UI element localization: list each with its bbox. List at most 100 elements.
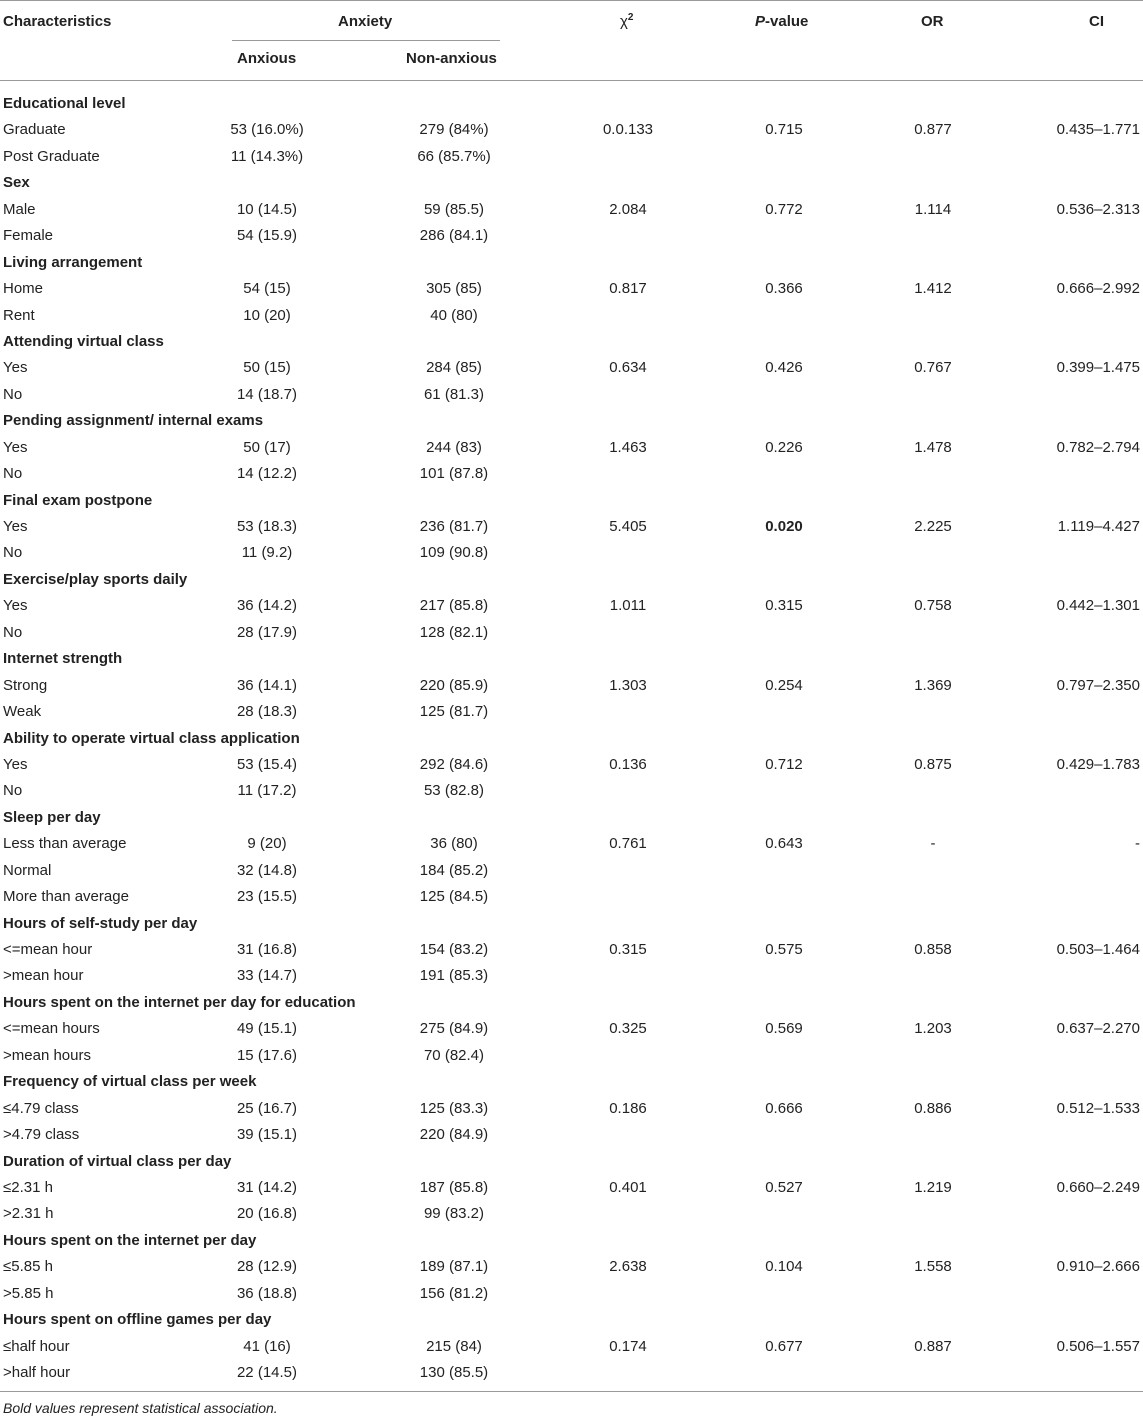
cell-anxious: 23 (15.5) bbox=[236, 888, 298, 906]
cell-p: 0.366 bbox=[765, 280, 803, 298]
table-row: No 11 (9.2) 109 (90.8) bbox=[0, 540, 1143, 566]
cell-ci: 0.660–2.249 bbox=[1056, 1178, 1140, 1196]
table-row: No 11 (17.2) 53 (82.8) bbox=[0, 778, 1143, 804]
cell-chi2: 0.186 bbox=[609, 1099, 647, 1117]
cell-label: Strong bbox=[3, 676, 48, 694]
cell-ci: 0.429–1.783 bbox=[1056, 755, 1140, 773]
cell-ci: 0.503–1.464 bbox=[1056, 941, 1140, 958]
cell-non-anxious: 125 (81.7) bbox=[419, 703, 489, 721]
group-heading-row: Internet strength bbox=[0, 646, 1143, 672]
cell-anxious: 53 (15.4) bbox=[236, 755, 298, 773]
group-heading-row: Ability to operate virtual class applica… bbox=[0, 726, 1143, 752]
cell-non-anxious: 184 (85.2) bbox=[419, 861, 489, 879]
group-title: Hours of self-study per day bbox=[3, 914, 198, 932]
cell-label: Post Graduate bbox=[3, 147, 100, 165]
cell-ci: 0.797–2.350 bbox=[1056, 676, 1140, 694]
cell-non-anxious: 36 (80) bbox=[430, 835, 478, 853]
cell-non-anxious: 101 (87.8) bbox=[419, 465, 489, 483]
cell-anxious: 49 (15.1) bbox=[236, 1020, 298, 1038]
group-title: Frequency of virtual class per week bbox=[3, 1073, 257, 1091]
chi-symbol: χ bbox=[620, 13, 628, 30]
cell-p: 0.527 bbox=[765, 1178, 803, 1196]
table-row: Less than average 9 (20) 36 (80) 0.761 0.643… bbox=[0, 831, 1143, 857]
cell-anxious: 14 (18.7) bbox=[236, 385, 298, 403]
cell-or: 0.875 bbox=[914, 755, 952, 773]
cell-ci: 0.399–1.475 bbox=[1056, 359, 1140, 377]
cell-non-anxious: 53 (82.8) bbox=[423, 782, 485, 800]
cell-p: 0.643 bbox=[765, 835, 803, 853]
table-row: More than average 23 (15.5) 125 (84.5) bbox=[0, 884, 1143, 910]
group-title: Sex bbox=[3, 174, 30, 192]
cell-label: ≤half hour bbox=[3, 1337, 70, 1355]
table-row: Yes 53 (15.4) 292 (84.6) 0.136 0.712 0.875 0.4… bbox=[0, 752, 1143, 778]
cell-anxious: 54 (15.9) bbox=[236, 227, 298, 245]
cell-chi2: 0.0.133 bbox=[602, 121, 654, 139]
cell-non-anxious: 244 (83) bbox=[426, 438, 482, 456]
cell-ci: 0.506–1.557 bbox=[1056, 1337, 1140, 1355]
table-footnote: Bold values represent statistical associ… bbox=[3, 1400, 278, 1416]
cell-label: ≤4.79 class bbox=[3, 1099, 79, 1117]
cell-non-anxious: 220 (85.9) bbox=[419, 676, 489, 694]
cell-chi2: 2.638 bbox=[609, 1258, 647, 1276]
table-body: Educational level Graduate 53 (16.0%) 279 (… bbox=[0, 91, 1143, 1386]
cell-label: Yes bbox=[3, 597, 28, 615]
table-row: Yes 50 (15) 284 (85) 0.634 0.426 0.767 0.399–1… bbox=[0, 355, 1143, 381]
group-title: Hours spent on offline games per day bbox=[3, 1311, 272, 1329]
table-row: ≤4.79 class 25 (16.7) 125 (83.3) 0.186 0.666… bbox=[0, 1096, 1143, 1122]
cell-label: No bbox=[3, 782, 23, 800]
cell-or: 0.858 bbox=[914, 941, 952, 958]
cell-chi2: 0.174 bbox=[609, 1337, 647, 1355]
cell-anxious: 50 (17) bbox=[243, 438, 291, 456]
cell-non-anxious: 279 (84%) bbox=[419, 121, 489, 139]
group-heading-row: Hours spent on offline games per day bbox=[0, 1307, 1143, 1333]
cell-label: <=mean hour bbox=[3, 941, 93, 958]
table-row: Home 54 (15) 305 (85) 0.817 0.366 1.412 0.666–… bbox=[0, 276, 1143, 302]
cell-or: 0.886 bbox=[914, 1099, 952, 1117]
cell-anxious: 54 (15) bbox=[243, 280, 291, 298]
group-title: Sleep per day bbox=[3, 808, 101, 826]
cell-chi2: 2.084 bbox=[609, 200, 647, 218]
cell-non-anxious: 292 (84.6) bbox=[419, 755, 489, 773]
cell-anxious: 11 (14.3%) bbox=[230, 147, 304, 165]
cell-label: Yes bbox=[3, 755, 28, 773]
table-row: Yes 36 (14.2) 217 (85.8) 1.011 0.315 0.758 0.4… bbox=[0, 593, 1143, 619]
cell-or: 1.369 bbox=[914, 676, 952, 694]
cell-anxious: 28 (18.3) bbox=[236, 703, 298, 721]
cell-anxious: 31 (16.8) bbox=[236, 941, 298, 958]
header-anxious: Anxious bbox=[237, 50, 297, 67]
group-heading-row: Hours spent on the internet per day for … bbox=[0, 990, 1143, 1016]
cell-label: >half hour bbox=[3, 1364, 71, 1381]
cell-p: 0.712 bbox=[765, 755, 803, 773]
cell-chi2: 0.761 bbox=[609, 835, 647, 853]
cell-anxious: 32 (14.8) bbox=[236, 861, 298, 879]
anxiety-span-rule bbox=[232, 40, 500, 41]
cell-non-anxious: 217 (85.8) bbox=[419, 597, 489, 615]
cell-label: Male bbox=[3, 200, 36, 218]
group-heading-row: Final exam postpone bbox=[0, 488, 1143, 514]
table-row: Normal 32 (14.8) 184 (85.2) bbox=[0, 858, 1143, 884]
cell-non-anxious: 70 (82.4) bbox=[423, 1046, 485, 1064]
group-heading-row: Sex bbox=[0, 170, 1143, 196]
cell-non-anxious: 61 (81.3) bbox=[423, 385, 485, 403]
cell-or: 1.114 bbox=[914, 200, 952, 218]
table-row: Yes 50 (17) 244 (83) 1.463 0.226 1.478 0.782–2… bbox=[0, 435, 1143, 461]
table-row: Male 10 (14.5) 59 (85.5) 2.084 0.772 1.114 0.5… bbox=[0, 197, 1143, 223]
cell-ci: 0.512–1.533 bbox=[1056, 1099, 1140, 1117]
cell-label: >mean hour bbox=[3, 967, 84, 985]
cell-label: Graduate bbox=[3, 121, 66, 139]
group-title: Living arrangement bbox=[3, 253, 143, 271]
cell-label: No bbox=[3, 385, 23, 403]
cell-non-anxious: 275 (84.9) bbox=[419, 1020, 489, 1038]
group-title: Ability to operate virtual class applica… bbox=[3, 729, 300, 747]
header-anxiety: Anxiety bbox=[338, 13, 393, 30]
cell-non-anxious: 236 (81.7) bbox=[419, 518, 489, 535]
group-title: Final exam postpone bbox=[3, 491, 153, 509]
table-row: <=mean hour 31 (16.8) 154 (83.2) 0.315 0.575… bbox=[0, 937, 1143, 963]
table-row: >4.79 class 39 (15.1) 220 (84.9) bbox=[0, 1122, 1143, 1148]
p-italic: P bbox=[755, 13, 766, 30]
cell-non-anxious: 125 (83.3) bbox=[419, 1099, 489, 1117]
cell-anxious: 39 (15.1) bbox=[236, 1126, 298, 1144]
cell-chi2: 0.136 bbox=[609, 755, 647, 773]
table-row: >mean hour 33 (14.7) 191 (85.3) bbox=[0, 963, 1143, 989]
cell-anxious: 14 (12.2) bbox=[236, 465, 298, 483]
